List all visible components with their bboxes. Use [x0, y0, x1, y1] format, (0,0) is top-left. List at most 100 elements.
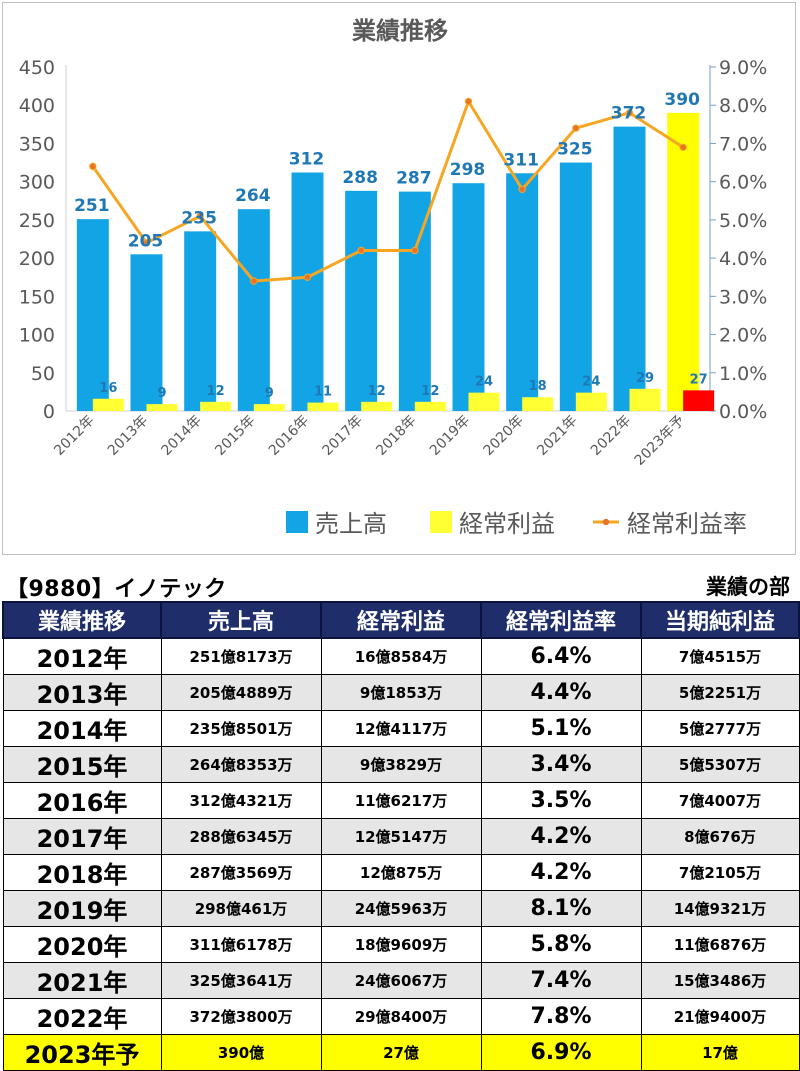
ordinary-margin-point	[411, 246, 419, 255]
ordinary-profit-data-label: 9	[265, 386, 274, 401]
cell-ordinary-profit: 9億3829万	[320, 746, 482, 783]
x-category-label: 2016年	[266, 413, 312, 459]
cell-net-income: 5億2777万	[640, 710, 800, 747]
cell-ordinary-margin: 6.9%	[480, 1034, 642, 1071]
sales-data-label: 264	[235, 186, 271, 206]
sales-data-label: 311	[503, 150, 539, 170]
cell-sales: 390億	[160, 1034, 322, 1071]
cell-net-income: 7億4515万	[640, 637, 800, 675]
ordinary-margin-point	[89, 162, 97, 171]
sales-data-label: 288	[342, 168, 378, 188]
table-row: 2022年 372億3800万 29億8400万 7.8% 21億9400万	[2, 998, 800, 1035]
ordinary-profit-data-label: 12	[368, 384, 386, 399]
y-right-tick-label: 4.0%	[719, 248, 767, 270]
sales-data-label: 372	[611, 104, 647, 124]
y-right-tick-label: 8.0%	[719, 95, 767, 117]
legend-sales-label: 売上高	[315, 510, 387, 538]
cell-ordinary-profit: 16億8584万	[320, 637, 482, 675]
cell-ordinary-profit: 12億5147万	[320, 818, 482, 855]
chart-canvas: 業績推移 0 50 100 150 200 250 300 350 400 450 0.0% 1.0% 2…	[19, 17, 768, 538]
cell-net-income: 14億9321万	[640, 890, 800, 927]
sales-data-label: 325	[557, 140, 593, 160]
ordinary-profit-bar	[361, 401, 393, 411]
cell-net-income: 15億3486万	[640, 962, 800, 999]
cell-net-income: 7億4007万	[640, 782, 800, 819]
cell-period: 2020年	[2, 926, 162, 963]
ordinary-profit-bar	[575, 392, 607, 411]
column-header-ordinary-profit: 経常利益	[320, 601, 482, 639]
x-category-label: 2017年	[320, 413, 366, 459]
sales-bar	[667, 112, 700, 411]
cell-sales: 288億6345万	[160, 818, 322, 855]
sales-data-label: 287	[396, 169, 432, 189]
table-row: 2014年 235億8501万 12億4117万 5.1% 5億2777万	[2, 710, 800, 747]
cell-period: 2015年	[2, 746, 162, 783]
cell-period: 2012年	[2, 637, 162, 675]
x-category-label: 2023年予	[632, 413, 688, 469]
ordinary-profit-data-label: 16	[99, 381, 117, 396]
cell-ordinary-profit: 11億6217万	[320, 782, 482, 819]
legend-ordinary-profit-swatch	[430, 511, 452, 533]
table-row: 2013年 205億4889万 9億1853万 4.4% 5億2251万	[2, 674, 800, 711]
sales-bar	[345, 190, 378, 411]
cell-period: 2019年	[2, 890, 162, 927]
table-row: 2016年 312億4321万 11億6217万 3.5% 7億4007万	[2, 782, 800, 819]
cell-ordinary-profit: 27億	[320, 1034, 482, 1071]
cell-net-income: 11億6876万	[640, 926, 800, 963]
y-left-tick-label: 400	[19, 95, 55, 117]
sales-bar	[559, 162, 592, 411]
cell-period: 2022年	[2, 998, 162, 1035]
x-category-label: 2021年	[534, 413, 580, 459]
results-table: 業績推移 売上高 経常利益 経常利益率 当期純利益 2012年 251億8173万…	[2, 601, 800, 1071]
cell-ordinary-profit: 24億5963万	[320, 890, 482, 927]
x-category-label: 2020年	[481, 413, 527, 459]
sales-bar	[237, 209, 270, 411]
y-left-tick-label: 200	[19, 248, 55, 270]
sales-bar	[398, 191, 431, 411]
cell-ordinary-margin: 8.1%	[480, 890, 642, 927]
cell-sales: 251億8173万	[160, 637, 322, 675]
ordinary-profit-bar	[92, 398, 124, 411]
table-row: 2018年 287億3569万 12億875万 4.2% 7億2105万	[2, 854, 800, 891]
ordinary-margin-point	[572, 124, 580, 132]
x-category-label: 2018年	[373, 413, 419, 459]
legend-ordinary-profit-label: 経常利益	[459, 510, 555, 538]
ordinary-margin-point	[357, 246, 365, 255]
cell-ordinary-margin: 7.8%	[480, 998, 642, 1035]
column-header-ordinary-margin: 経常利益率	[480, 601, 642, 639]
sales-data-label: 235	[181, 208, 217, 228]
section-label: 業績の部	[706, 575, 790, 599]
cell-ordinary-profit: 9億1853万	[320, 674, 482, 711]
sales-bar	[184, 231, 217, 411]
cell-ordinary-margin: 4.2%	[480, 854, 642, 891]
ordinary-profit-data-label: 12	[421, 384, 439, 399]
cell-sales: 235億8501万	[160, 710, 322, 747]
y-right-tick-label: 6.0%	[719, 172, 767, 194]
cell-period: 2013年	[2, 674, 162, 711]
legend-sales-swatch	[286, 511, 308, 533]
chart-title: 業績推移	[352, 17, 448, 45]
y-left-tick-label: 250	[19, 210, 55, 232]
table-body: 2012年 251億8173万 16億8584万 6.4% 7億4515万 2013年 20…	[2, 637, 800, 1071]
sales-data-label: 298	[450, 160, 486, 180]
x-category-label: 2013年	[105, 413, 151, 459]
cell-net-income: 17億	[640, 1034, 800, 1071]
y-right-tick-label: 7.0%	[719, 133, 767, 155]
ordinary-margin-point	[196, 212, 204, 220]
cell-net-income: 7億2105万	[640, 854, 800, 891]
cell-ordinary-margin: 5.8%	[480, 926, 642, 963]
cell-ordinary-margin: 5.1%	[480, 710, 642, 747]
cell-sales: 264億8353万	[160, 746, 322, 783]
cell-net-income: 21億9400万	[640, 998, 800, 1035]
performance-chart: 業績推移 0 50 100 150 200 250 300 350 400 450 0.0% 1.0% 2…	[2, 2, 796, 555]
ordinary-margin-point	[464, 97, 473, 106]
column-header-period: 業績推移	[2, 601, 162, 639]
cell-sales: 372億3800万	[160, 998, 322, 1035]
y-right-tick-label: 3.0%	[719, 286, 767, 308]
ordinary-profit-data-label: 18	[529, 379, 547, 394]
y-left-tick-label: 450	[19, 57, 55, 79]
y-left-tick-label: 300	[19, 172, 55, 194]
cell-ordinary-margin: 4.2%	[480, 818, 642, 855]
ordinary-profit-bar	[307, 402, 339, 411]
column-header-net-income: 当期純利益	[640, 601, 800, 639]
